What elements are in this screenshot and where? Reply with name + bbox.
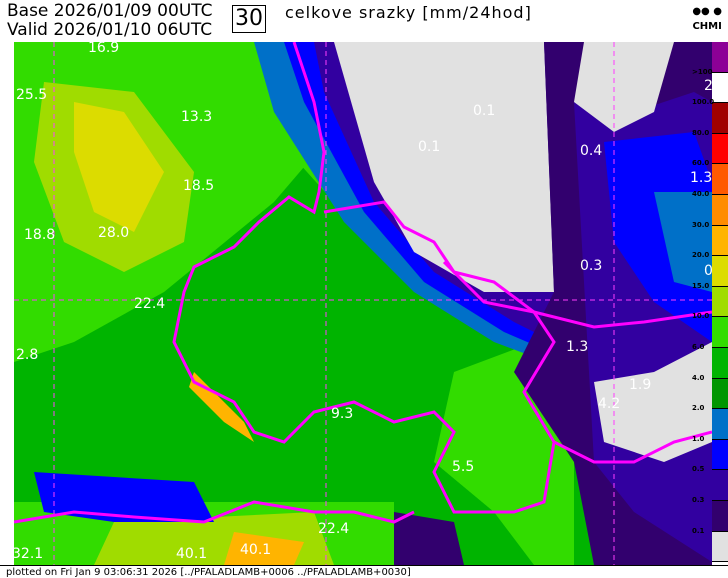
legend-label: 60.0 (692, 159, 710, 168)
legend-swatch (712, 500, 728, 532)
country-borders (14, 42, 712, 524)
legend-label: 20.0 (692, 251, 710, 260)
map-value: 9.3 (331, 406, 354, 422)
legend-label: 100.0 (692, 98, 715, 107)
map-value: 0.4 (580, 143, 603, 159)
map-value: 2 (704, 78, 713, 94)
map-value: 16.9 (88, 40, 120, 56)
map-value: 18.8 (24, 227, 56, 243)
plot-footer: plotted on Fri Jan 9 03:06:31 2026 [../P… (0, 565, 728, 578)
region-yellow (74, 102, 164, 232)
region-dry (334, 42, 554, 292)
legend-swatch (712, 72, 728, 104)
region-south-purple (394, 512, 464, 565)
region-south-orange (224, 532, 304, 565)
logo-icon: ●● ● (692, 6, 722, 17)
legend-swatch (712, 378, 728, 410)
legend-swatch (712, 103, 728, 134)
legend-swatch (712, 225, 728, 257)
map-value: 40.1 (240, 542, 272, 558)
region-dry-ne (574, 42, 674, 132)
legend-label: 40.0 (692, 190, 710, 198)
region-orange (189, 372, 254, 442)
legend-swatch (712, 317, 728, 348)
region-south-blue (34, 472, 214, 522)
valid-time: Valid 2026/01/10 06UTC (7, 20, 213, 40)
lead-time-box: 30 (232, 5, 266, 33)
legend-swatch (712, 164, 728, 195)
legend-label: 6.0 (692, 343, 705, 351)
chmi-logo: ●● ● CHMI (692, 6, 722, 32)
base-time: Base 2026/01/09 00UTC (7, 1, 213, 21)
map-value: 1.3 (566, 339, 589, 355)
legend-label: 15.0 (692, 281, 710, 290)
legend-swatch (712, 286, 728, 318)
map-value: 1.3 (690, 170, 713, 186)
legend-label: 10.0 (692, 312, 710, 321)
map-value: 22.4 (134, 296, 166, 312)
legend-swatch (712, 194, 728, 226)
legend-swatch (712, 409, 728, 440)
color-legend (712, 42, 728, 563)
region-east-lightblue (654, 192, 712, 292)
legend-swatch (712, 42, 728, 73)
map-value: 2.8 (16, 347, 39, 363)
legend-label: 80.0 (692, 128, 710, 137)
map-value: 0.1 (473, 103, 496, 119)
legend-label: 0.1 (692, 526, 705, 535)
legend-label: 0.5 (692, 465, 705, 474)
precipitation-field (14, 42, 712, 565)
legend-label: 2.0 (692, 404, 705, 413)
map-value: 32.1 (12, 546, 44, 562)
legend-swatch (712, 470, 728, 501)
map-value: 22.4 (318, 521, 350, 537)
map-value: 28.0 (98, 225, 130, 241)
legend-label: 30.0 (692, 220, 710, 229)
map-value: 13.3 (181, 109, 213, 125)
legend-label: >100 (692, 67, 713, 76)
region-dry-se (594, 342, 712, 462)
map-value: 0.1 (418, 139, 441, 155)
map-value: 25.5 (16, 87, 48, 103)
map-title: celkove srazky [mm/24hod] (285, 3, 532, 22)
legend-label: 1.0 (692, 434, 705, 443)
map-value: 5.5 (452, 459, 475, 475)
legend-label: 4.0 (692, 373, 705, 382)
legend-swatch (712, 256, 728, 287)
graticule (14, 42, 712, 565)
legend-swatch (712, 133, 728, 165)
map-value: 0 (704, 263, 713, 279)
legend-swatch (712, 439, 728, 471)
region-east-blue (604, 132, 712, 342)
map-value: 0.3 (580, 258, 603, 274)
legend-swatch (712, 347, 728, 379)
map-value: 40.1 (176, 546, 208, 562)
map-value: 1.9 (629, 377, 652, 393)
legend-label: 0.3 (692, 496, 705, 504)
map-value: 4.2 (598, 396, 621, 412)
map-value: 18.5 (183, 178, 215, 194)
legend-swatch (712, 531, 728, 563)
